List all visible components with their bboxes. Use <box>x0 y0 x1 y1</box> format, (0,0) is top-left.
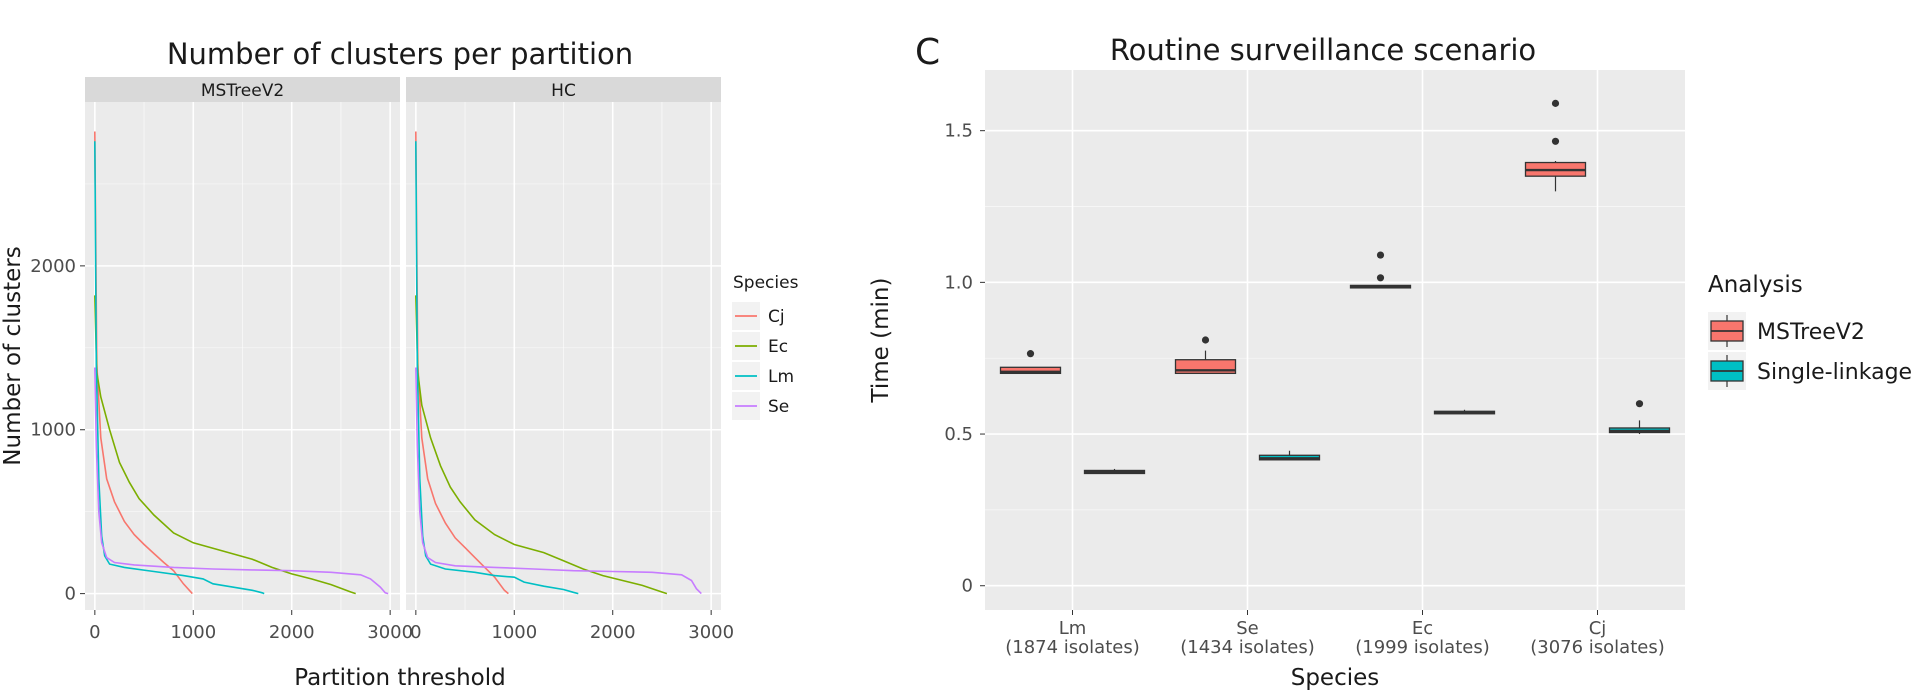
box-mstreev2-se <box>1174 336 1237 375</box>
y-tick-label: 1.5 <box>944 121 973 142</box>
x-tick-label: 2000 <box>590 622 636 643</box>
series-line-cj-hc <box>415 131 509 595</box>
x-tick-label: 3000 <box>688 622 734 643</box>
facet-strip-mstreev2 <box>85 77 400 102</box>
outlier-point <box>1551 99 1560 107</box>
y-tick-label: 1000 <box>30 420 76 441</box>
box-single-linkage-cj <box>1608 400 1671 435</box>
right-y-axis-title: Time (min) <box>868 278 894 404</box>
box-mstreev2-lm <box>999 350 1062 375</box>
x-tick-label: 1000 <box>491 622 537 643</box>
y-tick-label: 0.5 <box>944 424 973 445</box>
x-tick-label-se: Se <box>1236 618 1259 639</box>
analysis-legend: Analysis MSTreeV2 Single-linkage <box>1708 272 1912 390</box>
box-mstreev2-ec <box>1349 251 1412 289</box>
analysis-legend-title: Analysis <box>1708 272 1803 298</box>
series-line-se-hc <box>415 367 702 595</box>
x-tick-sublabel-lm: (1874 isolates) <box>1005 637 1140 658</box>
facet-lines-mstreev2 <box>94 131 389 595</box>
right-chart: C Routine surveillance scenario 0 0.5 1.0 1… <box>868 32 1912 691</box>
outlier-point <box>1376 274 1385 282</box>
legend-label-mstreev2: MSTreeV2 <box>1757 320 1865 345</box>
x-tick-label: 0 <box>89 622 100 643</box>
series-line-ec-mstreev2 <box>94 295 356 595</box>
facet-label-hc: HC <box>551 81 576 101</box>
facet-grid-mstreev2 <box>85 102 400 610</box>
outlier-point <box>1026 350 1035 358</box>
legend-label-lm: Lm <box>768 367 794 387</box>
outlier-point <box>1551 137 1560 145</box>
x-tick-label: 2000 <box>269 622 315 643</box>
y-tick-label: 0 <box>65 584 76 605</box>
box-panel <box>985 70 1685 610</box>
series-line-lm-mstreev2 <box>94 141 265 595</box>
x-tick-label-cj: Cj <box>1589 618 1607 639</box>
box-iqr <box>999 366 1062 375</box>
outlier-point <box>1635 400 1644 408</box>
left-y-axis-title: Number of clusters <box>0 246 26 465</box>
box-grid <box>985 70 1685 610</box>
outlier-point <box>1201 336 1210 344</box>
facet-label-mstreev2: MSTreeV2 <box>201 81 284 101</box>
y-tick-label: 0 <box>962 576 973 597</box>
series-line-se-mstreev2 <box>94 367 389 595</box>
y-tick-label: 1.0 <box>944 272 973 293</box>
box-single-linkage-se <box>1258 450 1321 461</box>
facet-lines-hc <box>415 131 702 595</box>
x-tick-label-ec: Ec <box>1412 618 1433 639</box>
x-tick-sublabel-ec: (1999 isolates) <box>1355 637 1490 658</box>
right-y-axis: 0 0.5 1.0 1.5 <box>944 121 985 597</box>
left-y-axis: 0 1000 2000 <box>30 256 85 605</box>
left-chart: Number of clusters per partition MSTreeV… <box>0 37 799 691</box>
y-tick-label: 2000 <box>30 256 76 277</box>
legend-label-cj: Cj <box>768 307 785 327</box>
facet-grid-hc <box>406 102 721 610</box>
outlier-point <box>1376 251 1385 259</box>
box-marks <box>999 99 1671 475</box>
legend-label-se: Se <box>768 397 789 417</box>
species-legend-title: Species <box>733 273 799 293</box>
species-legend: Species Cj Ec Lm Se <box>732 273 799 420</box>
x-tick-sublabel-se: (1434 isolates) <box>1180 637 1315 658</box>
x-tick-sublabel-cj: (3076 isolates) <box>1530 637 1665 658</box>
series-line-lm-hc <box>415 141 579 595</box>
right-chart-title: Routine surveillance scenario <box>1110 33 1536 67</box>
legend-label-ec: Ec <box>768 337 788 357</box>
box-mstreev2-cj <box>1524 99 1587 192</box>
right-x-axis-title: Species <box>1291 665 1380 691</box>
facet-strip-hc <box>406 77 721 102</box>
panel-letter: C <box>915 32 940 73</box>
right-x-axis: Lm(1874 isolates) Se(1434 isolates) Ec(199… <box>1005 610 1665 658</box>
series-line-ec-hc <box>415 295 668 595</box>
x-tick-label: 1000 <box>170 622 216 643</box>
x-tick-label: 3000 <box>367 622 413 643</box>
series-line-cj-mstreev2 <box>94 131 193 595</box>
box-single-linkage-ec <box>1433 409 1496 415</box>
legend-label-single-linkage: Single-linkage <box>1757 360 1912 385</box>
left-x-axis-title: Partition threshold <box>294 665 505 691</box>
left-chart-title: Number of clusters per partition <box>167 37 633 71</box>
x-tick-label-lm: Lm <box>1059 618 1087 639</box>
box-single-linkage-lm <box>1083 468 1146 475</box>
x-tick-label: 0 <box>410 622 421 643</box>
